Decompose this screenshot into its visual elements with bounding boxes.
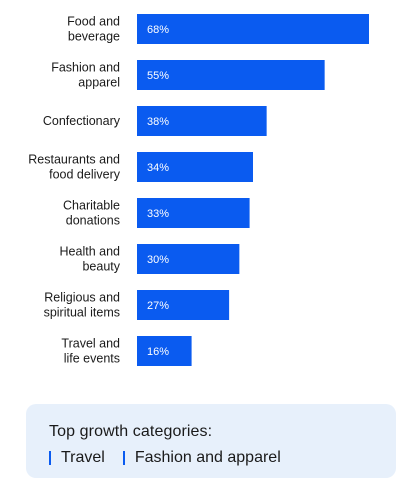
bullet-marker-icon: [122, 450, 125, 465]
bar-chart: 68% Food and beverage 55% Fashion and apparel…: [28, 14, 369, 366]
callout-item-travel: Travel: [49, 448, 105, 467]
category-label-line: Charitable: [63, 199, 120, 213]
bar-value-label: 38%: [147, 116, 169, 128]
category-label-line: food delivery: [49, 168, 121, 182]
category-label-line: Religious and: [44, 291, 120, 305]
bar: [137, 106, 267, 136]
category-label-line: Confectionary: [43, 114, 121, 128]
bar: [137, 198, 250, 228]
bar-value-label: 30%: [147, 254, 169, 266]
category-label: Travel and life events: [61, 337, 120, 366]
bar: [137, 244, 240, 274]
category-label-line: apparel: [78, 76, 120, 90]
category-label-line: Travel and: [61, 337, 120, 351]
category-label-line: Health and: [60, 245, 121, 259]
bar: [137, 60, 325, 90]
top-growth-callout: Top growth categories: Travel Fashion an…: [26, 404, 396, 478]
category-label: Health and beauty: [60, 245, 121, 274]
category-label: Fashion and apparel: [51, 61, 120, 90]
bar-value-label: 16%: [147, 346, 169, 358]
category-label-line: life events: [64, 352, 120, 366]
bar-value-label: 33%: [147, 208, 169, 220]
category-label: Food and beverage: [67, 15, 120, 44]
callout-item-label: Travel: [61, 449, 105, 466]
bar: [137, 290, 230, 320]
callout-items: Travel Fashion and apparel: [49, 448, 396, 467]
callout-item-fashion: Fashion and apparel: [122, 448, 281, 467]
bar-value-label: 55%: [147, 70, 169, 82]
category-label: Religious and spiritual items: [44, 291, 120, 320]
bar-value-label: 34%: [147, 162, 169, 174]
callout-item-label: Fashion and apparel: [134, 449, 281, 466]
bar: [137, 336, 192, 366]
category-label: Restaurants and food delivery: [28, 153, 120, 182]
category-label-line: spiritual items: [44, 306, 120, 320]
category-label-line: Fashion and: [51, 61, 120, 75]
bar: [137, 14, 369, 44]
bar: [137, 152, 253, 182]
category-label-line: donations: [66, 214, 120, 228]
bar-value-label: 68%: [147, 24, 169, 36]
callout-title: Top growth categories:: [49, 423, 213, 440]
category-label: Charitable donations: [63, 199, 120, 228]
category-label-line: Food and: [67, 15, 120, 29]
category-label: Confectionary: [43, 114, 121, 128]
category-label-line: beauty: [82, 260, 120, 274]
category-label-line: beverage: [68, 30, 120, 44]
bullet-marker-icon: [49, 450, 51, 465]
bar-value-label: 27%: [147, 300, 169, 312]
category-label-line: Restaurants and: [28, 153, 120, 167]
